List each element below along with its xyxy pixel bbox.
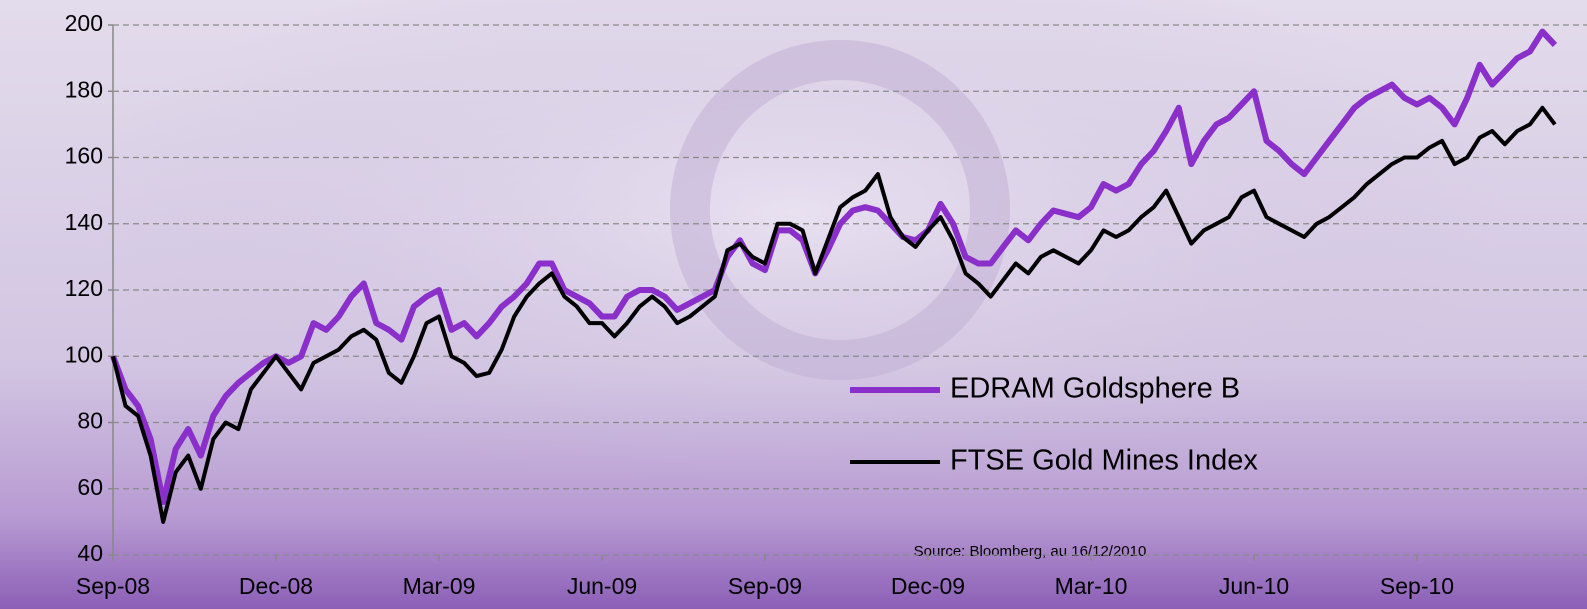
x-tick-label: Sep-10 xyxy=(1380,573,1454,599)
legend-label: FTSE Gold Mines Index xyxy=(950,445,1258,477)
x-tick-label: Dec-08 xyxy=(239,573,313,599)
watermark xyxy=(670,40,1010,380)
x-tick-label: Sep-08 xyxy=(76,573,150,599)
x-tick-label: Mar-09 xyxy=(403,573,476,599)
y-tick-label: 80 xyxy=(77,408,103,434)
y-tick-label: 120 xyxy=(65,275,103,301)
y-tick-label: 40 xyxy=(77,540,103,566)
y-tick-label: 180 xyxy=(65,76,103,102)
x-tick-label: Jun-10 xyxy=(1219,573,1289,599)
y-tick-label: 100 xyxy=(65,341,103,367)
line-series xyxy=(110,28,1558,505)
y-tick-label: 160 xyxy=(65,143,103,169)
annotation: Source: Bloomberg, au 16/12/2010 xyxy=(914,543,1147,560)
x-tick-label: Jun-09 xyxy=(567,573,637,599)
legend-label: EDRAM Goldsphere B xyxy=(950,373,1240,405)
line-series xyxy=(111,105,1557,524)
x-tick-label: Mar-10 xyxy=(1055,573,1128,599)
y-tick-label: 200 xyxy=(65,10,103,36)
y-tick-label: 60 xyxy=(77,474,103,500)
x-tick-label: Sep-09 xyxy=(728,573,802,599)
y-tick-label: 140 xyxy=(65,209,103,235)
x-tick-label: Dec-09 xyxy=(891,573,965,599)
